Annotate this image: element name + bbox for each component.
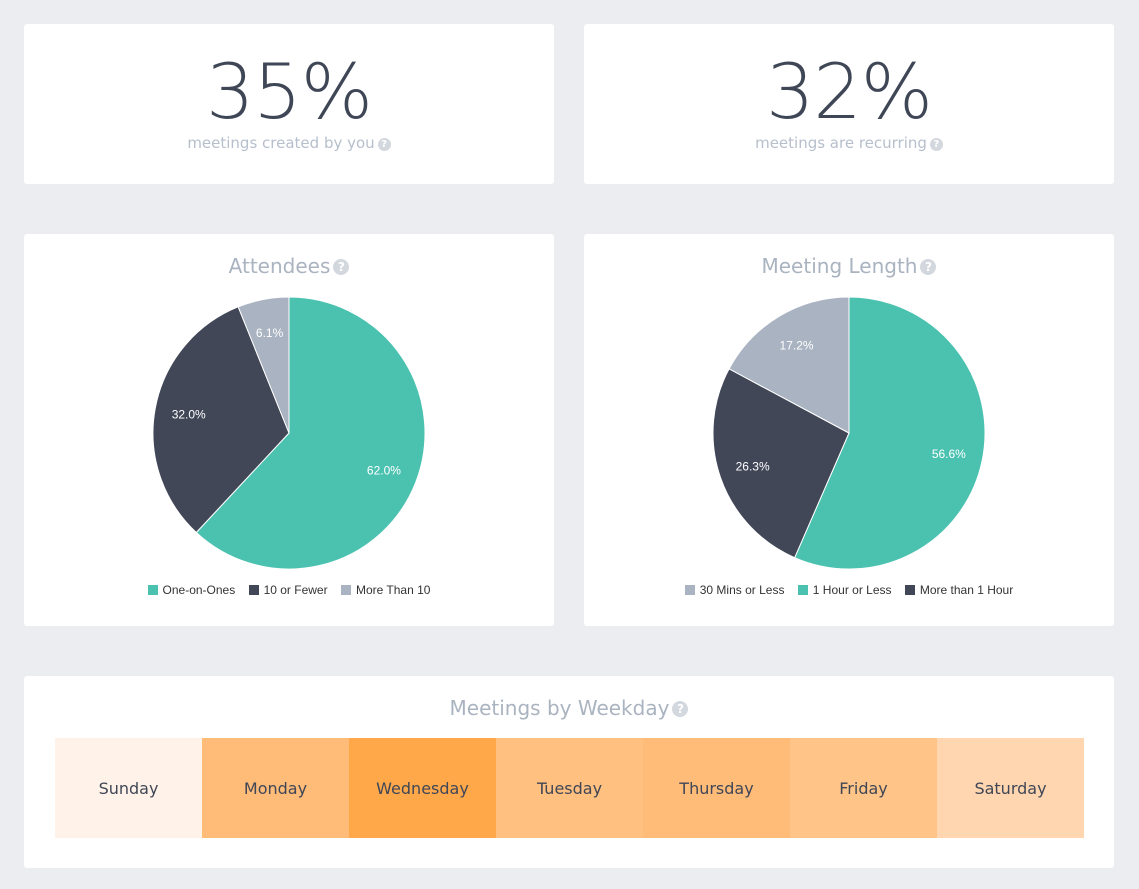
slice-label: 26.3% (736, 459, 770, 473)
pie-slice[interactable] (195, 296, 426, 570)
stat-card-recurring: 32% meetings are recurring? (584, 24, 1114, 184)
pie-slice[interactable] (793, 296, 986, 570)
attendees-card: Attendees? 62.0% 32.0% 6.1% One-on-Ones 10… (24, 234, 554, 626)
legend-item[interactable]: More Than 10 (340, 583, 431, 597)
legend-swatch (340, 585, 351, 595)
heatmap-cell[interactable]: Thursday (643, 738, 790, 838)
heatmap-cell[interactable]: Monday (202, 738, 349, 838)
legend-label: One-on-Ones (162, 583, 236, 597)
weekday-heatmap: Sunday Monday Wednesday Tuesday Thursday Frid… (55, 738, 1084, 838)
meeting-length-pie: 56.6% 26.3% 17.2% (712, 296, 986, 570)
legend-swatch (684, 585, 695, 595)
heatmap-cell[interactable]: Saturday (937, 738, 1084, 838)
slice-label: 62.0% (367, 463, 401, 477)
legend-item[interactable]: One-on-Ones (147, 583, 236, 597)
chart-legend: One-on-Ones 10 or Fewer More Than 10 (24, 583, 554, 597)
stat-card-created: 35% meetings created by you? (24, 24, 554, 184)
stat-label: meetings are recurring (755, 134, 927, 152)
heatmap-cell[interactable]: Wednesday (349, 738, 496, 838)
slice-label: 56.6% (932, 447, 966, 461)
heatmap-cell[interactable]: Sunday (55, 738, 202, 838)
heatmap-cell[interactable]: Friday (790, 738, 937, 838)
chart-title: Meetings by Weekday (449, 696, 670, 720)
pie-slice[interactable] (712, 368, 850, 559)
legend-label: More than 1 Hour (919, 583, 1014, 597)
slice-label: 32.0% (172, 407, 206, 421)
legend-label: 1 Hour or Less (812, 583, 892, 597)
slice-label: 17.2% (780, 339, 814, 353)
legend-swatch (248, 585, 259, 595)
pie-slice[interactable] (237, 296, 290, 434)
stat-value: 35% (206, 47, 373, 136)
attendees-pie: 62.0% 32.0% 6.1% (152, 296, 426, 570)
legend-swatch (147, 585, 158, 595)
legend-item[interactable]: 10 or Fewer (248, 583, 328, 597)
legend-label: 30 Mins or Less (699, 583, 785, 597)
legend-item[interactable]: 1 Hour or Less (797, 583, 892, 597)
chart-title: Attendees (228, 254, 331, 278)
help-circle-icon[interactable]: ? (920, 259, 937, 275)
help-circle-icon[interactable]: ? (929, 138, 943, 151)
legend-item[interactable]: More than 1 Hour (904, 583, 1014, 597)
legend-label: More Than 10 (355, 583, 431, 597)
help-circle-icon[interactable]: ? (672, 701, 689, 717)
heatmap-cell[interactable]: Tuesday (496, 738, 643, 838)
legend-item[interactable]: 30 Mins or Less (684, 583, 785, 597)
legend-swatch (797, 585, 808, 595)
meeting-length-card: Meeting Length? 56.6% 26.3% 17.2% 30 Mins … (584, 234, 1114, 626)
help-circle-icon[interactable]: ? (377, 138, 391, 151)
legend-label: 10 or Fewer (263, 583, 328, 597)
chart-legend: 30 Mins or Less 1 Hour or Less More than… (584, 583, 1114, 597)
pie-slice[interactable] (152, 306, 290, 534)
help-circle-icon[interactable]: ? (333, 259, 350, 275)
pie-slice[interactable] (728, 296, 850, 434)
weekday-card: Meetings by Weekday? Sunday Monday Wednesd… (24, 676, 1114, 868)
slice-label: 6.1% (256, 326, 284, 340)
legend-swatch (904, 585, 915, 595)
stat-label: meetings created by you (187, 134, 375, 152)
chart-title: Meeting Length (761, 254, 918, 278)
stat-value: 32% (766, 47, 933, 136)
